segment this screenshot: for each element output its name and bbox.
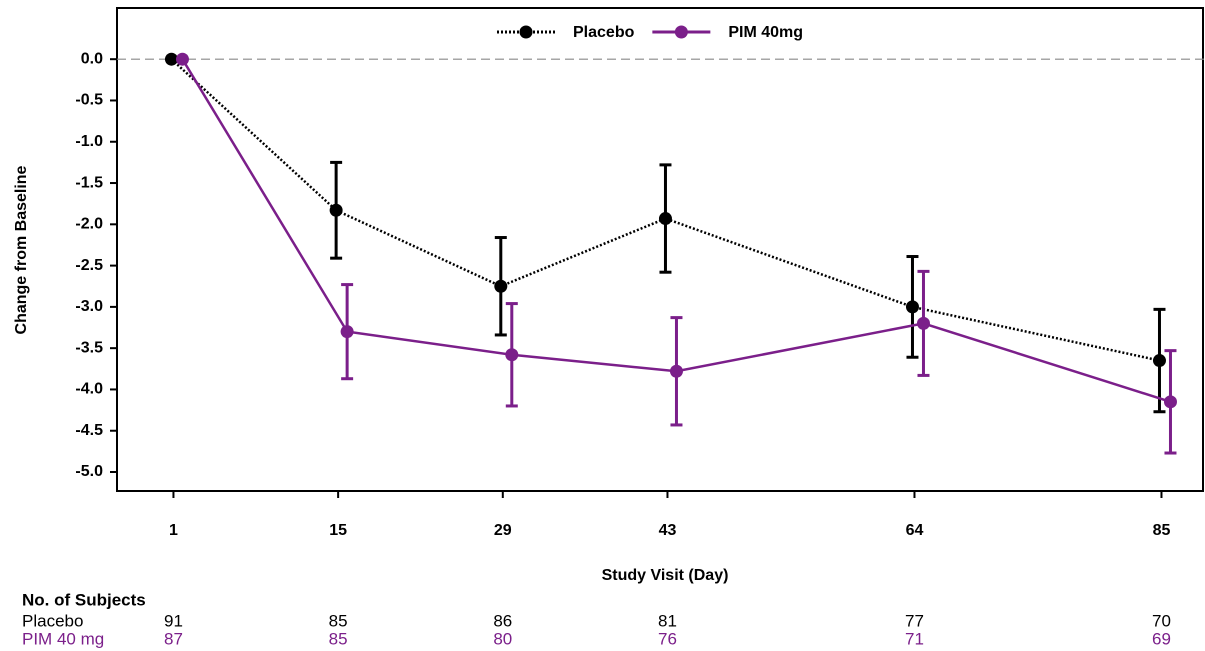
table-cell: 87 — [164, 629, 183, 648]
x-axis-label: Study Visit (Day) — [602, 567, 729, 584]
y-tick-label: -4.5 — [75, 422, 103, 439]
series-line — [181, 58, 1171, 404]
table-row-label: PIM 40 mg — [22, 629, 104, 648]
y-tick-label: -0.5 — [75, 92, 103, 109]
table-cell: 76 — [658, 629, 677, 648]
y-axis-label: Change from Baseline — [13, 165, 30, 334]
data-point — [905, 300, 919, 314]
table-title: No. of Subjects — [22, 590, 146, 609]
table-cell: 80 — [493, 629, 512, 648]
legend-label: Placebo — [573, 24, 635, 41]
data-point — [1163, 395, 1177, 409]
x-tick-label: 64 — [906, 522, 924, 539]
x-tick-label: 85 — [1153, 522, 1171, 539]
x-tick-label: 1 — [169, 522, 178, 539]
data-point — [494, 279, 508, 293]
series-line — [170, 58, 1160, 362]
y-tick-label: -5.0 — [75, 463, 103, 480]
table-cell: 85 — [329, 611, 348, 630]
x-tick-label: 43 — [659, 522, 677, 539]
y-tick-label: -2.0 — [75, 216, 103, 233]
plot-frame — [116, 7, 1204, 492]
legend-label: PIM 40mg — [728, 24, 803, 41]
table-cell: 85 — [329, 629, 348, 648]
data-point — [916, 316, 930, 330]
data-point — [329, 203, 343, 217]
y-tick-label: -1.5 — [75, 174, 103, 191]
y-tick-label: -3.5 — [75, 339, 103, 356]
x-tick-label: 29 — [494, 522, 512, 539]
y-tick-label: -4.0 — [75, 381, 103, 398]
y-tick-label: -1.0 — [75, 133, 103, 150]
data-point — [164, 52, 178, 66]
table-row-label: Placebo — [22, 611, 83, 630]
table-cell: 77 — [905, 611, 924, 630]
data-point — [505, 348, 519, 362]
x-tick-label: 15 — [329, 522, 347, 539]
table-cell: 71 — [905, 629, 924, 648]
data-point — [340, 325, 354, 339]
table-cell: 69 — [1152, 629, 1171, 648]
data-point — [669, 364, 683, 378]
legend-marker — [674, 25, 688, 39]
y-tick-label: 0.0 — [81, 50, 103, 67]
data-point — [1152, 354, 1166, 368]
data-point — [658, 212, 672, 226]
legend-marker — [519, 25, 533, 39]
y-tick-label: -2.5 — [75, 257, 103, 274]
table-cell: 91 — [164, 611, 183, 630]
table-cell: 70 — [1152, 611, 1171, 630]
table-cell: 86 — [493, 611, 512, 630]
y-tick-label: -3.0 — [75, 298, 103, 315]
data-point — [175, 52, 189, 66]
table-cell: 81 — [658, 611, 677, 630]
